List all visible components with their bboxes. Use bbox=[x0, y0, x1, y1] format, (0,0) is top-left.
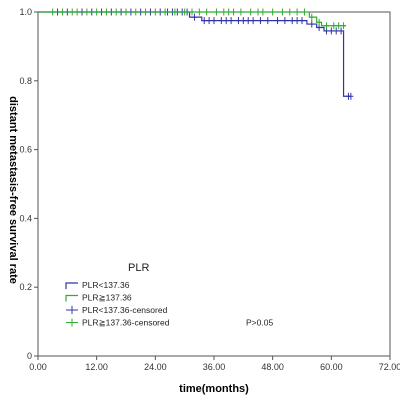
x-tick-label: 72.00 bbox=[379, 362, 400, 372]
legend-entry-label: PLR<137.36 bbox=[82, 280, 130, 290]
x-tick-label: 12.00 bbox=[85, 362, 108, 372]
legend-entry-label: PLR<137.36-censored bbox=[82, 305, 168, 315]
legend-swatch-line bbox=[65, 282, 78, 289]
legend-swatch-line bbox=[65, 294, 78, 302]
legend-title: PLR bbox=[128, 262, 149, 274]
x-tick-label: 24.00 bbox=[144, 362, 167, 372]
y-tick-label: 1.0 bbox=[19, 7, 32, 17]
legend-entry-label: PLR≧137.36 bbox=[82, 293, 132, 303]
y-tick-label: 0.4 bbox=[19, 213, 32, 223]
y-tick-label: 0.2 bbox=[19, 282, 32, 292]
y-tick-label: 0.8 bbox=[19, 76, 32, 86]
x-tick-label: 0.00 bbox=[29, 362, 47, 372]
series-layer bbox=[38, 8, 354, 100]
series-plr-high bbox=[38, 8, 347, 30]
legend: PLR PLR<137.36 PLR≧137.36 PLR<137.36-censor… bbox=[65, 262, 273, 328]
x-tick-label: 60.00 bbox=[320, 362, 343, 372]
y-tick-label: 0 bbox=[27, 351, 32, 361]
x-tick-label: 48.00 bbox=[261, 362, 284, 372]
y-tick-label: 0.6 bbox=[19, 145, 32, 155]
y-axis-title: distant metastasis-free survival rate bbox=[7, 96, 19, 284]
x-axis-title: time(months) bbox=[179, 383, 249, 395]
plot-area bbox=[37, 11, 391, 357]
legend-entry-label: PLR≧137.36-censored bbox=[82, 318, 170, 328]
survival-curve bbox=[38, 11, 346, 27]
axes: 0.00 12.00 24.00 36.00 48.00 60.00 72.00 0 0.2 0.… bbox=[19, 7, 400, 372]
p-value-note: P>0.05 bbox=[246, 318, 273, 328]
x-tick-label: 36.00 bbox=[203, 362, 226, 372]
